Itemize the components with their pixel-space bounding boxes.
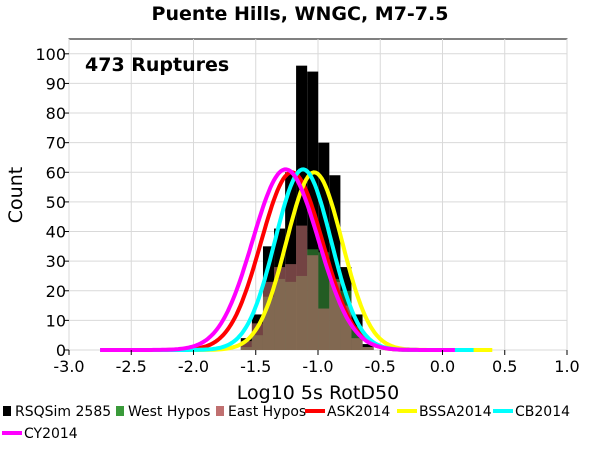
histogram-bar	[318, 308, 330, 350]
x-axis-ticks: -3.0 -2.5 -2.0 -1.5 -1.0 -0.5 0.0 0.5 1.0	[53, 350, 580, 376]
legend-swatch	[3, 406, 11, 416]
x-axis-label: Log10 5s RotD50	[237, 382, 399, 404]
histogram-bar	[296, 225, 308, 350]
histogram-bar	[285, 264, 297, 350]
y-tick-label: 100	[35, 45, 66, 64]
legend-entry-label: CY2014	[24, 426, 78, 442]
legend-entry-label: East Hypos	[228, 404, 306, 420]
histogram-bar	[285, 172, 297, 350]
x-tick-label: -0.5	[365, 357, 396, 376]
y-tick-label: 80	[46, 104, 66, 123]
y-tick-label: 0	[56, 341, 66, 360]
histogram-bar	[307, 255, 319, 350]
y-tick-label: 50	[46, 193, 66, 212]
histogram-bar	[262, 281, 275, 350]
x-tick-label: -1.5	[240, 357, 271, 376]
histogram-bar	[296, 65, 308, 351]
legend-entry-label: RSQSim 2585	[15, 404, 111, 420]
fit-curve-line	[99, 167, 456, 352]
legend-entry-label: ASK2014	[327, 404, 390, 420]
legend-entry-label: West Hypos	[128, 404, 210, 420]
histogram-bar	[251, 323, 263, 350]
y-tick-label: 90	[46, 74, 66, 93]
x-tick-label: -2.5	[116, 357, 147, 376]
legend-swatch	[216, 406, 224, 416]
y-tick-label: 60	[46, 163, 66, 182]
y-tick-label: 40	[46, 223, 66, 242]
x-tick-label: 0.0	[430, 357, 455, 376]
rupture-count-annotation: 473 Ruptures	[85, 54, 229, 76]
histogram-bar	[340, 305, 352, 350]
legend-entry-label: BSSA2014	[419, 404, 492, 420]
y-tick-label: 70	[46, 134, 66, 153]
x-tick-label: -2.0	[178, 357, 209, 376]
legend: RSQSim 2585 West Hypos East Hypos ASK2014 BS…	[2, 404, 570, 442]
x-tick-label: 0.5	[492, 357, 517, 376]
x-tick-label: -3.0	[53, 357, 84, 376]
histogram-bar	[329, 281, 341, 350]
histogram-bar	[318, 252, 330, 350]
y-axis-ticks: 0 10 20 30 40 50 60 70 80 90 100	[35, 45, 69, 360]
fit-curves	[99, 167, 493, 352]
histogram-bar	[240, 341, 252, 350]
y-axis-label: Count	[5, 167, 27, 223]
histogram-bar	[274, 267, 286, 350]
y-tick-label: 30	[46, 252, 66, 271]
histogram-bar	[362, 347, 374, 350]
legend-swatch	[116, 406, 124, 416]
x-tick-label: -1.0	[302, 357, 333, 376]
y-tick-label: 10	[46, 311, 66, 330]
y-tick-label: 20	[46, 282, 66, 301]
x-tick-label: 1.0	[554, 357, 579, 376]
chart-title: Puente Hills, WNGC, M7-7.5	[152, 3, 449, 25]
legend-entry-label: CB2014	[515, 404, 570, 420]
histogram-bar	[351, 338, 363, 350]
